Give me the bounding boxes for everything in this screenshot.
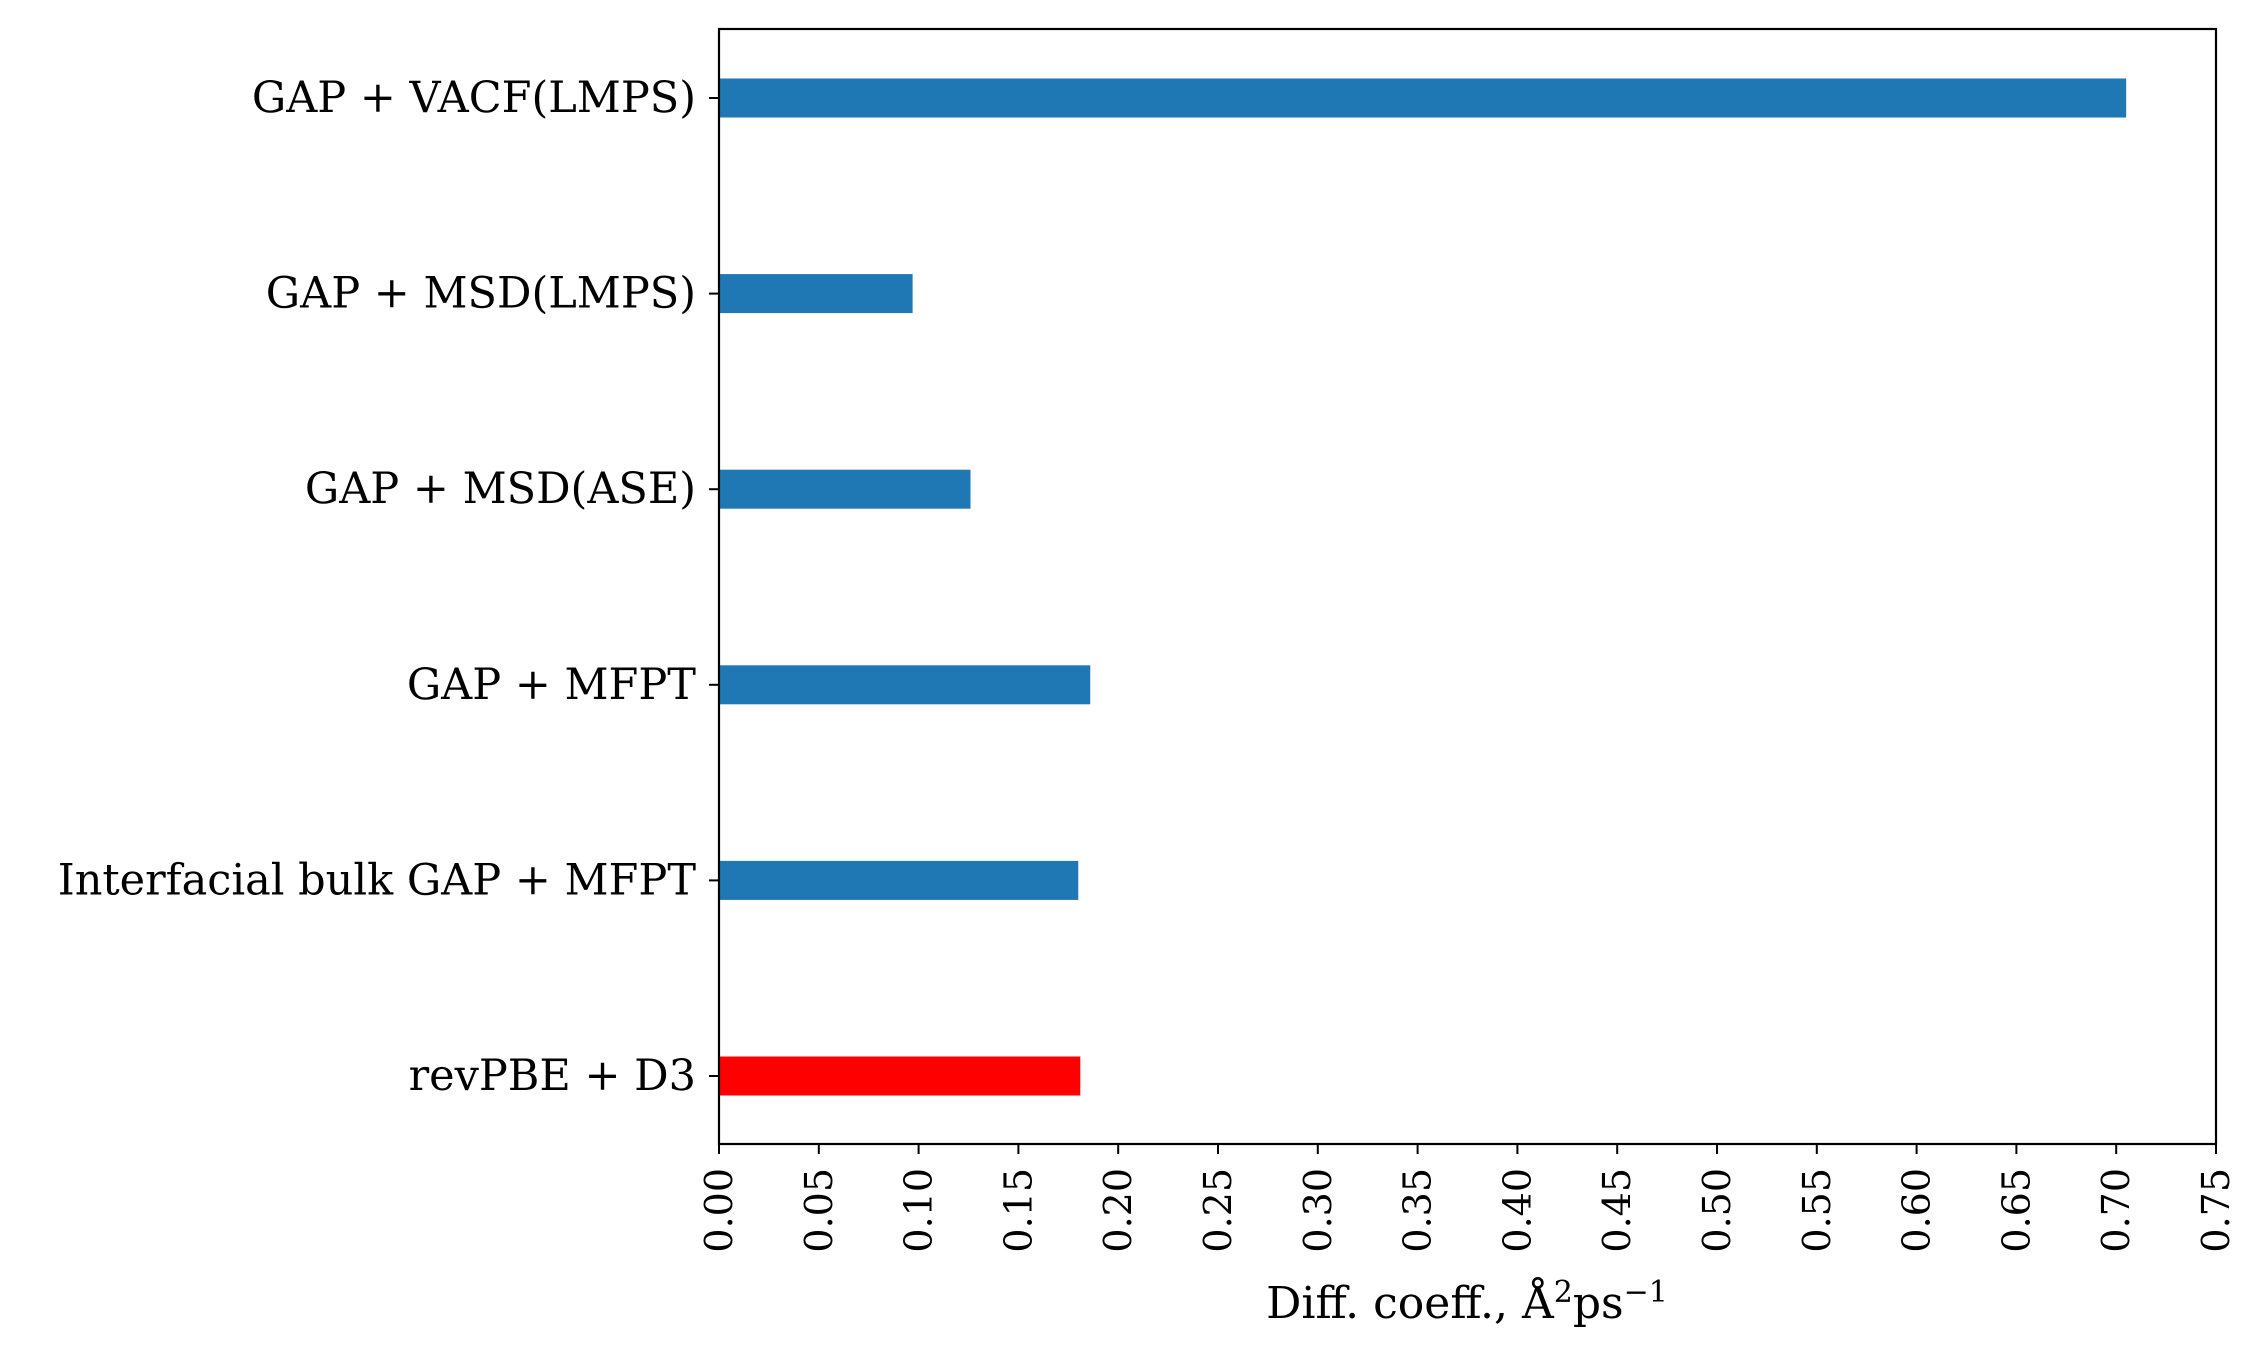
x-axis-label: Diff. coeff., Å2ps−1 [1266, 1275, 1668, 1329]
y-tick-label: GAP + MSD(ASE) [305, 464, 696, 514]
x-axis-label-main: Diff. coeff., Å [1266, 1276, 1555, 1329]
y-tick-label: GAP + MSD(LMPS) [266, 269, 696, 319]
bar-0 [719, 78, 2127, 118]
y-axis: GAP + VACF(LMPS) GAP + MSD(LMPS) GAP + MSD… [58, 73, 719, 1101]
bar-5 [719, 1056, 1081, 1096]
x-axis-label-sup1: 2 [1554, 1275, 1573, 1310]
x-tick-label: 0.25 [1196, 1168, 1240, 1253]
y-tick-label: revPBE + D3 [409, 1051, 696, 1101]
x-tick-label: 0.00 [697, 1168, 741, 1253]
x-axis-label-sup2: −1 [1624, 1275, 1668, 1310]
y-tick-label: GAP + VACF(LMPS) [252, 73, 696, 123]
bar-2 [719, 469, 971, 509]
bar-3 [719, 665, 1091, 705]
x-axis-label-mid: ps [1573, 1278, 1624, 1329]
bar-4 [719, 860, 1079, 900]
x-tick-label: 0.75 [2194, 1168, 2238, 1253]
x-tick-label: 0.50 [1695, 1168, 1739, 1253]
x-tick-label: 0.35 [1396, 1168, 1440, 1253]
x-tick-label: 0.20 [1096, 1168, 1140, 1253]
y-tick-label: GAP + MFPT [407, 660, 696, 710]
x-axis: 0.00 0.05 0.10 0.15 0.20 0.25 0.30 0.35 0.40 0.45… [697, 1144, 2238, 1253]
x-tick-label: 0.70 [2094, 1168, 2138, 1253]
x-tick-label: 0.10 [897, 1168, 941, 1253]
x-tick-label: 0.30 [1296, 1168, 1340, 1253]
x-tick-label: 0.15 [996, 1168, 1040, 1253]
y-tick-label: Interfacial bulk GAP + MFPT [58, 855, 697, 905]
bars-layer [719, 78, 2127, 1096]
bar-1 [719, 274, 913, 314]
x-tick-label: 0.55 [1795, 1168, 1839, 1253]
x-tick-label: 0.05 [797, 1168, 841, 1253]
x-tick-label: 0.45 [1595, 1168, 1639, 1253]
x-tick-label: 0.65 [1994, 1168, 2038, 1253]
x-tick-label: 0.60 [1895, 1168, 1939, 1253]
plot-frame [717, 27, 2218, 1146]
x-tick-label: 0.40 [1495, 1168, 1539, 1253]
